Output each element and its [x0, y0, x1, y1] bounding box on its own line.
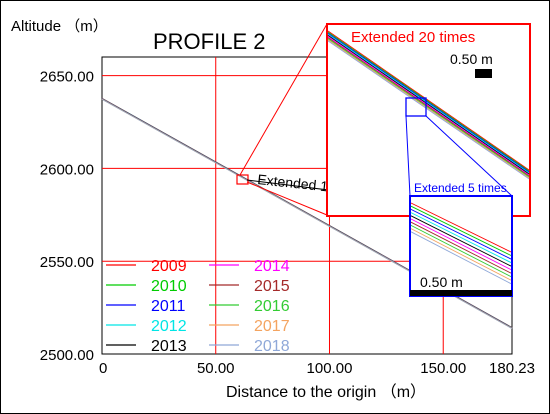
zoom-marker: [236, 174, 249, 185]
legend-label-2014: 2014: [254, 258, 290, 275]
inset-small-line-2014: [410, 218, 512, 271]
x-tick-label: 100.00: [307, 360, 353, 377]
inset-small-line-2016: [410, 224, 512, 278]
y-tick-label: 2600.00: [40, 161, 94, 178]
legend-label-2017: 2017: [254, 318, 290, 335]
inset-large-line-2016: [327, 38, 530, 178]
legend-label-2009: 2009: [151, 258, 187, 275]
inset-large-line-2018: [327, 40, 530, 180]
y-tick-label: 2500.00: [40, 347, 94, 364]
inset-small-line-2010: [410, 205, 512, 256]
inset-large-scale-bar: [475, 69, 492, 78]
y-tick-label: 2550.00: [40, 254, 94, 271]
inset-small-lines: [410, 202, 512, 285]
inset-small-line-2015: [410, 221, 512, 274]
inset-large-line-2010: [327, 31, 530, 172]
y-axis-label: Altitude （m）: [11, 18, 108, 35]
x-tick-label: 0: [99, 360, 107, 377]
inset-small-line-2011: [410, 208, 512, 260]
legend-label-2010: 2010: [151, 278, 187, 295]
callout-line-blue-right: [425, 115, 513, 197]
inset-small-scale-bar: [410, 290, 512, 296]
inset-large: Extended 20 times 0.50 m: [326, 23, 531, 217]
inset-small-line-2012: [410, 212, 512, 263]
callout-line-blue-left: [405, 115, 411, 197]
inset-large-lines: [327, 30, 530, 180]
inset-small-line-2009: [410, 202, 512, 253]
inset-large-line-2011: [327, 32, 530, 173]
callout-line-red-top: [239, 23, 328, 176]
inset-large-line-2014: [327, 36, 530, 176]
legend-label-2016: 2016: [254, 298, 290, 315]
inset-large-line-2012: [327, 33, 530, 174]
x-tick-label: 180.23: [489, 360, 535, 377]
x-tick-label: 150.00: [420, 360, 466, 377]
legend-label-2013: 2013: [151, 338, 187, 355]
inset-large-line-2013: [327, 35, 530, 175]
y-tick-label: 2650.00: [40, 69, 94, 86]
legend: 2009 2010 2011 2012 2013 2014 2015 2016 2017 2018: [106, 258, 290, 355]
y-tick-labels: 2500.00 2550.00 2600.00 2650.00: [40, 69, 94, 364]
inset-large-line-2017: [327, 39, 530, 179]
inset-small-frame: [409, 195, 513, 297]
inset-small-scale-label: 0.50 m: [420, 274, 463, 290]
x-axis-label: Distance to the origin （m）: [226, 383, 426, 401]
legend-label-2015: 2015: [254, 278, 290, 295]
inset-small: 0.50 m: [409, 195, 513, 297]
legend-label-2012: 2012: [151, 318, 187, 335]
inset-zoom-marker: [405, 97, 427, 117]
inset-large-line-2015: [327, 37, 530, 177]
callout-line-red-bottom: [246, 181, 328, 216]
chart-title: PROFILE 2: [153, 29, 265, 54]
inset-small-line-2017: [410, 228, 512, 281]
x-tick-labels: 0 50.00 100.00 150.00 180.23: [99, 360, 535, 377]
inset-large-label: Extended 20 times: [351, 29, 475, 46]
legend-label-2018: 2018: [254, 338, 290, 355]
inset-large-line-2009: [327, 30, 530, 171]
legend-label-2011: 2011: [151, 298, 186, 315]
inset-small-line-2018: [410, 231, 512, 285]
inset-large-scale-label: 0.50 m: [450, 51, 493, 67]
x-tick-label: 50.00: [197, 360, 235, 377]
inset-small-label: Extended 5 times: [414, 181, 507, 195]
inset-small-line-2013: [410, 215, 512, 267]
